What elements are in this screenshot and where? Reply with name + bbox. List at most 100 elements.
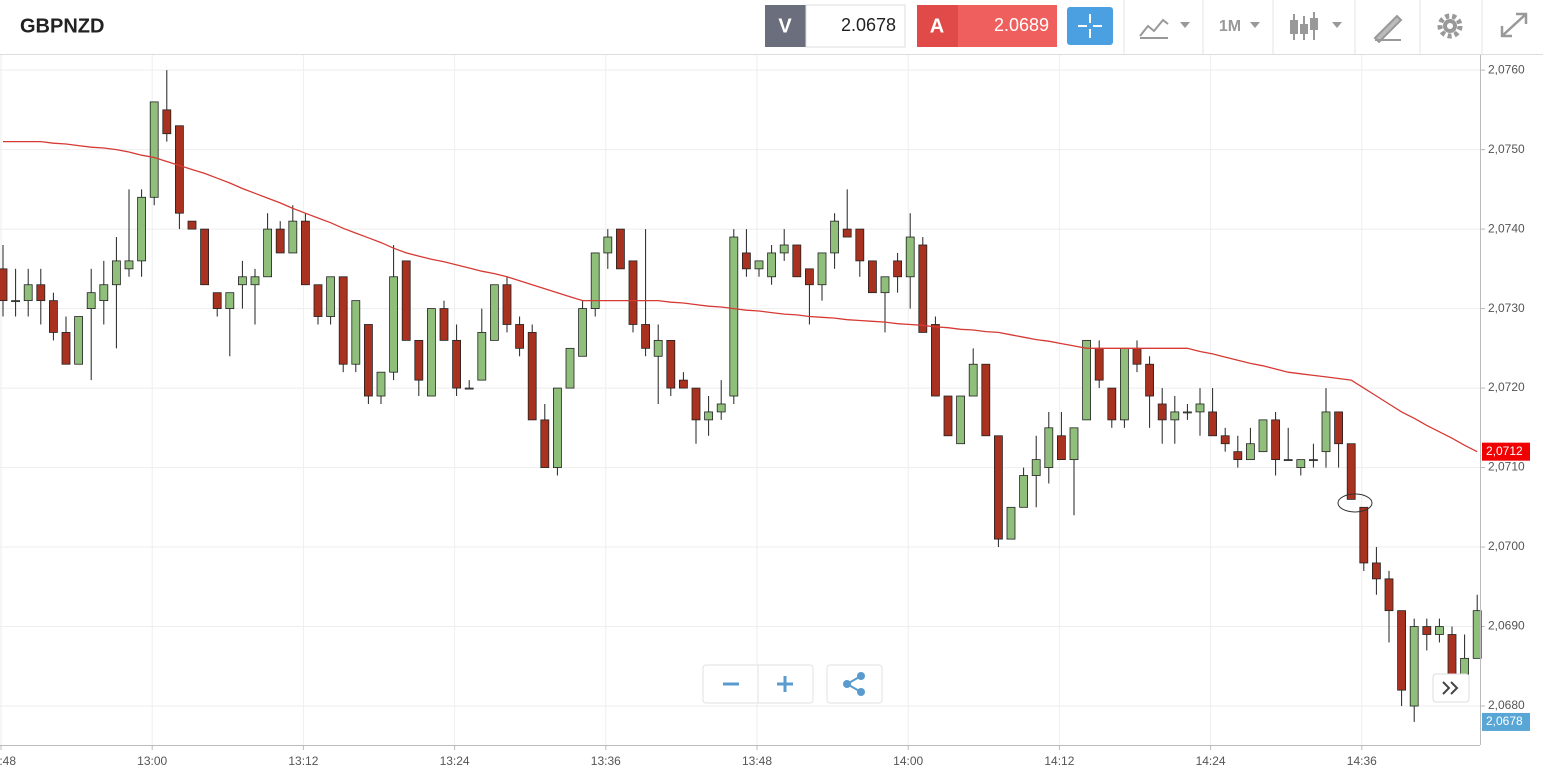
candle-body [704,411,713,421]
ma-price-label-bg [1482,442,1530,461]
x-tick-label: 14:24 [1196,754,1226,768]
candle-body [338,276,348,365]
interval: 1M [1219,18,1241,35]
candle-body [553,387,562,468]
x-tick-label: 13:48 [742,754,772,768]
candle-body [578,308,587,357]
candle-body [628,260,638,325]
candle-body [401,260,411,341]
bid-label: V [778,15,792,37]
candle-body [1372,562,1381,580]
candle-body [779,244,789,254]
share-button[interactable] [843,672,865,696]
crosshair-bg [1067,7,1113,45]
candle-body [1057,435,1066,461]
y-tick-label: 2,0710 [1488,460,1525,474]
candle-body [981,363,991,437]
candle-body [1220,435,1230,445]
candle-body [1031,459,1041,476]
candle-body [616,228,625,270]
candle-body [86,292,96,309]
dropdown-arrow [1180,22,1190,28]
candle-body [464,387,474,390]
candle-body [1359,506,1369,564]
candle-body [212,292,222,309]
x-tick-label: 14:00 [893,754,923,768]
symbol: GBPNZD [20,15,104,37]
candle-body [200,228,210,286]
draw-tool-button[interactable] [1373,14,1403,44]
candle-body [149,101,159,198]
candle-body [288,220,298,254]
candle-body [1309,459,1318,462]
candle-body [880,276,890,294]
candle-body [691,387,701,421]
candle-body [426,308,436,397]
candle-body [1044,427,1054,468]
y-tick-label: 2,0730 [1488,301,1525,315]
candle-body [943,395,953,437]
candle-body [1422,626,1432,635]
fullscreen-button[interactable] [1500,12,1528,38]
interval-button[interactable]: 1M [1219,18,1260,35]
candle-body [1208,411,1217,437]
candle-body [1069,427,1079,461]
scroll-end-button[interactable] [1432,673,1470,703]
x-tick-label: 13:36 [591,754,621,768]
highlight-circle [1337,493,1373,513]
candle-body [918,244,928,333]
settings-button[interactable] [1437,13,1463,39]
candle-body [1409,626,1419,707]
candle-body [250,276,260,286]
x-tick-label: 12:48 [0,754,16,768]
bid-value: 2.0678 [841,15,896,35]
candle-body [1019,475,1028,508]
bid-button[interactable]: V 2.0678 [765,4,906,48]
candle-body [767,252,776,278]
candle-body [11,300,21,303]
x-tick-label: 14:12 [1044,754,1074,768]
x-tick-label: 13:00 [137,754,167,768]
candle-body [792,244,802,278]
zoom-in-button[interactable] [777,676,793,692]
candle-body [61,332,71,365]
candle-body [1472,610,1482,659]
candle-body [515,324,524,349]
candle-body [842,228,852,238]
candle-body [1258,419,1268,453]
candle-body [968,363,978,397]
gear-hole [1447,23,1453,29]
y-tick-label: 2,0700 [1488,539,1525,553]
share-dot [843,680,851,688]
candle-body [275,228,285,254]
candle-body [1334,411,1343,445]
candle-body [603,236,613,254]
candle-body [137,196,147,262]
candle-body [817,252,827,286]
ask-value: 2.0689 [994,15,1049,35]
candle-body [1183,411,1192,414]
scroll-end-box [1432,673,1470,703]
candle-body [414,339,424,381]
chart-type-button[interactable] [1139,18,1190,39]
candle-body [1120,347,1129,421]
ask-label: A [930,15,944,37]
candle-body [225,292,235,309]
candle-body [1145,363,1154,397]
candle-body [679,379,688,389]
candle-style-button[interactable] [1290,12,1342,40]
candle-body [994,435,1003,540]
candle-body [565,347,575,389]
moving-average [3,140,1478,453]
x-tick-label: 14:36 [1347,754,1377,768]
bid-tag [765,5,806,47]
ask-button[interactable]: A 2.0689 [917,5,1057,47]
candle-body [23,284,33,302]
crosshair-button[interactable] [1067,7,1113,45]
candle-body [376,371,386,397]
candle-body [742,252,751,270]
candle-body [1006,506,1016,540]
candle-body [527,332,537,421]
candle-body [1346,443,1356,500]
y-tick-label: 2,0740 [1488,221,1525,235]
